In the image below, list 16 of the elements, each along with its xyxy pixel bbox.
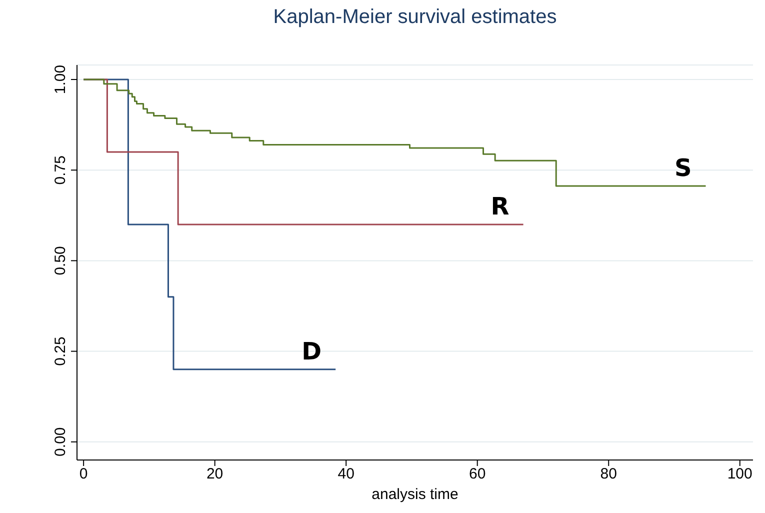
x-tick-label: 80 bbox=[600, 466, 617, 483]
x-tick-label: 40 bbox=[338, 466, 354, 483]
series-label: S bbox=[674, 154, 692, 182]
chart-title: Kaplan-Meier survival estimates bbox=[272, 6, 558, 29]
y-tick-label: 0.50 bbox=[52, 246, 69, 276]
x-tick-label: 100 bbox=[727, 466, 752, 483]
series-label: R bbox=[490, 192, 510, 220]
series-label: D bbox=[302, 337, 322, 366]
y-tick-label: 0.75 bbox=[52, 155, 69, 185]
x-tick-label: 20 bbox=[206, 466, 224, 483]
x-tick-label: 60 bbox=[469, 466, 486, 483]
y-tick-label: 0.25 bbox=[52, 336, 69, 366]
y-tick-label: 1.00 bbox=[52, 64, 69, 94]
y-tick-label: 0.00 bbox=[52, 427, 69, 456]
x-tick-label: 0 bbox=[79, 466, 88, 483]
x-axis-title: analysis time bbox=[372, 486, 458, 503]
